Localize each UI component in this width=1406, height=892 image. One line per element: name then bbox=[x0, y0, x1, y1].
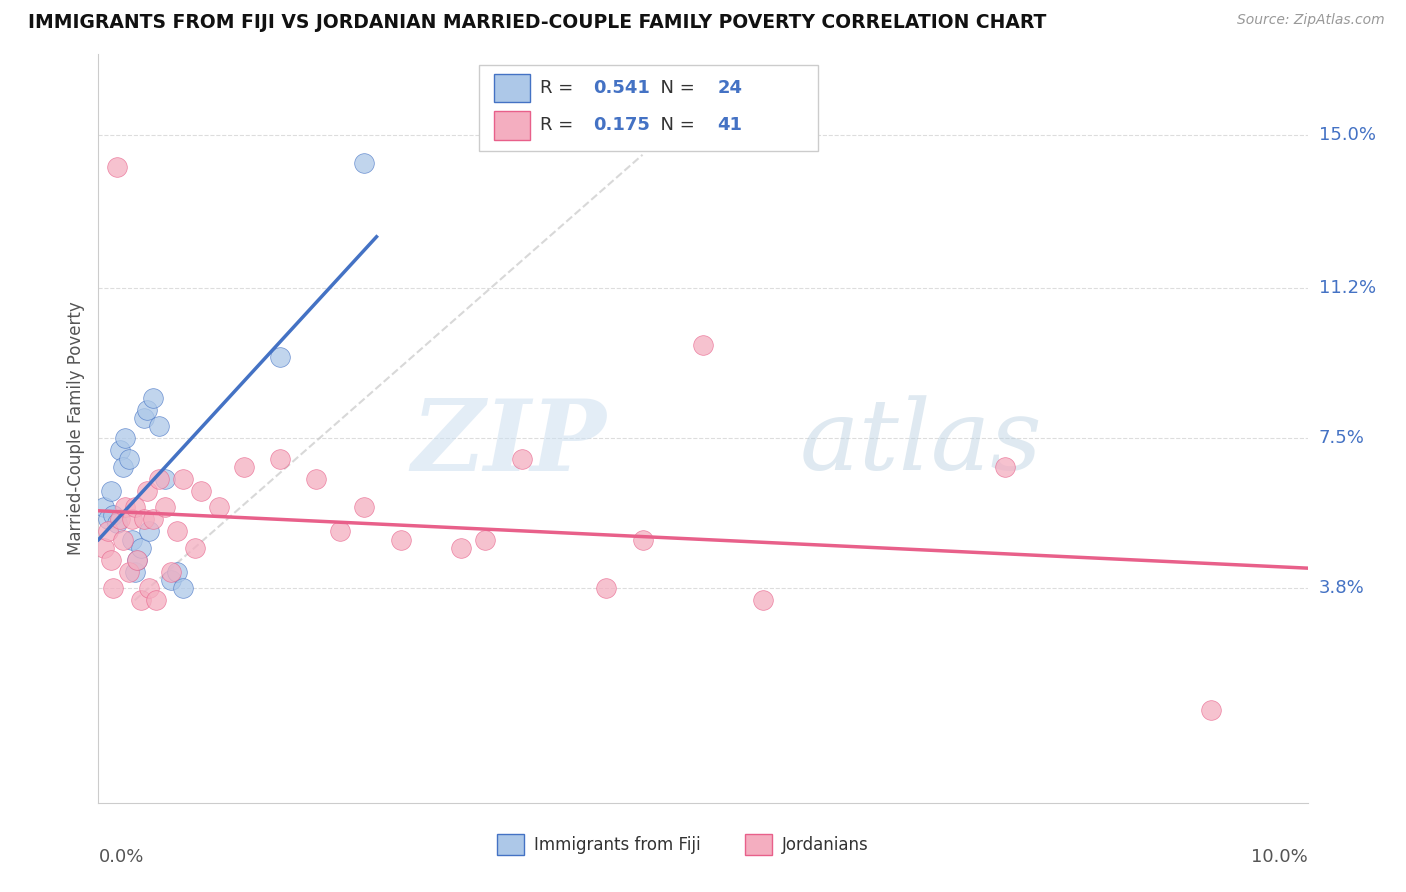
Point bbox=[305, 472, 328, 486]
Point bbox=[160, 573, 183, 587]
Point bbox=[121, 512, 143, 526]
Point bbox=[172, 472, 194, 486]
Point bbox=[752, 593, 775, 607]
Point bbox=[135, 483, 157, 498]
Text: N =: N = bbox=[648, 79, 700, 97]
Point bbox=[389, 533, 412, 547]
Point bbox=[138, 524, 160, 539]
Point bbox=[142, 512, 165, 526]
Point bbox=[595, 581, 617, 595]
Text: 41: 41 bbox=[717, 117, 742, 135]
Point bbox=[474, 533, 496, 547]
Point bbox=[142, 391, 165, 405]
Point bbox=[994, 459, 1017, 474]
Bar bbox=[494, 112, 530, 140]
Text: R =: R = bbox=[540, 117, 579, 135]
Bar bbox=[745, 834, 772, 855]
Y-axis label: Married-Couple Family Poverty: Married-Couple Family Poverty bbox=[66, 301, 84, 555]
Point bbox=[108, 512, 131, 526]
Point bbox=[101, 581, 124, 595]
Point bbox=[160, 565, 183, 579]
Point bbox=[129, 541, 152, 555]
Point bbox=[108, 443, 131, 458]
Point bbox=[124, 500, 146, 515]
Bar bbox=[498, 834, 524, 855]
Point bbox=[134, 512, 156, 526]
Point bbox=[129, 593, 152, 607]
Point bbox=[97, 524, 120, 539]
Point bbox=[184, 541, 207, 555]
Point bbox=[97, 512, 120, 526]
Point bbox=[118, 565, 141, 579]
FancyBboxPatch shape bbox=[479, 65, 818, 151]
Text: 11.2%: 11.2% bbox=[1319, 279, 1376, 297]
Point bbox=[166, 565, 188, 579]
Point bbox=[148, 472, 170, 486]
Bar bbox=[494, 74, 530, 103]
Point bbox=[114, 500, 136, 515]
Text: ZIP: ZIP bbox=[412, 395, 606, 491]
Text: Source: ZipAtlas.com: Source: ZipAtlas.com bbox=[1237, 13, 1385, 28]
Point bbox=[101, 508, 124, 523]
Point bbox=[93, 541, 115, 555]
Point bbox=[353, 156, 375, 170]
Point bbox=[145, 593, 167, 607]
Point bbox=[127, 553, 149, 567]
Point bbox=[232, 459, 254, 474]
Point bbox=[510, 451, 533, 466]
Point bbox=[269, 451, 291, 466]
Point bbox=[166, 524, 188, 539]
Point bbox=[114, 431, 136, 445]
Point bbox=[631, 533, 654, 547]
Text: Jordanians: Jordanians bbox=[782, 836, 869, 854]
Point bbox=[172, 581, 194, 595]
Text: 3.8%: 3.8% bbox=[1319, 579, 1364, 597]
Text: 7.5%: 7.5% bbox=[1319, 429, 1365, 447]
Point bbox=[450, 541, 472, 555]
Point bbox=[121, 533, 143, 547]
Point bbox=[208, 500, 231, 515]
Point bbox=[138, 581, 160, 595]
Point bbox=[111, 459, 134, 474]
Text: 15.0%: 15.0% bbox=[1319, 126, 1375, 144]
Text: 0.0%: 0.0% bbox=[98, 847, 143, 866]
Text: IMMIGRANTS FROM FIJI VS JORDANIAN MARRIED-COUPLE FAMILY POVERTY CORRELATION CHAR: IMMIGRANTS FROM FIJI VS JORDANIAN MARRIE… bbox=[28, 13, 1046, 32]
Text: 0.541: 0.541 bbox=[593, 79, 650, 97]
Point bbox=[190, 483, 212, 498]
Point bbox=[153, 472, 176, 486]
Point bbox=[153, 500, 176, 515]
Point bbox=[1199, 703, 1222, 717]
Text: R =: R = bbox=[540, 79, 579, 97]
Point bbox=[127, 553, 149, 567]
Point bbox=[135, 403, 157, 417]
Text: atlas: atlas bbox=[800, 395, 1042, 491]
Text: 10.0%: 10.0% bbox=[1251, 847, 1308, 866]
Point bbox=[692, 338, 714, 352]
Point bbox=[134, 411, 156, 425]
Point bbox=[269, 351, 291, 365]
Point bbox=[329, 524, 352, 539]
Point bbox=[148, 419, 170, 434]
Point bbox=[100, 553, 122, 567]
Point bbox=[93, 500, 115, 515]
Point bbox=[118, 451, 141, 466]
Point bbox=[124, 565, 146, 579]
Point bbox=[100, 483, 122, 498]
Text: 24: 24 bbox=[717, 79, 742, 97]
Point bbox=[111, 533, 134, 547]
Text: 0.175: 0.175 bbox=[593, 117, 650, 135]
Text: Immigrants from Fiji: Immigrants from Fiji bbox=[534, 836, 700, 854]
Point bbox=[105, 160, 128, 174]
Point bbox=[105, 516, 128, 531]
Text: N =: N = bbox=[648, 117, 700, 135]
Point bbox=[353, 500, 375, 515]
